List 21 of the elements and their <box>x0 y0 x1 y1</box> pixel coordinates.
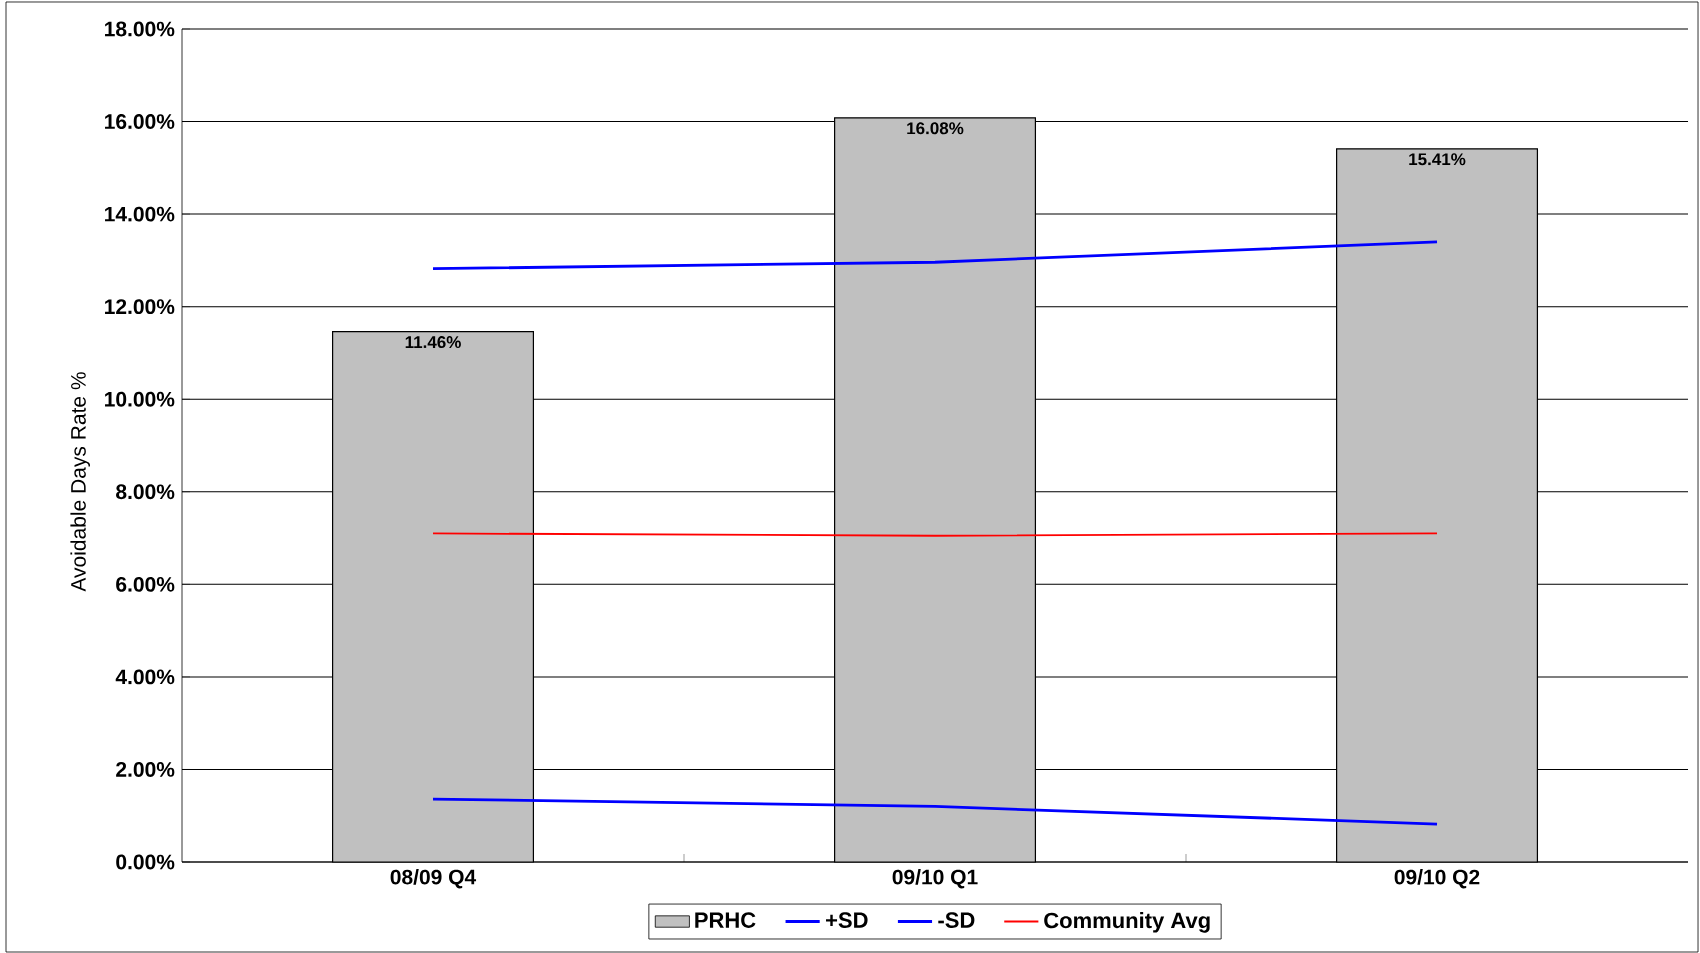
y-tick-label: 12.00% <box>105 299 175 315</box>
x-tick-label: 09/10 Q2 <box>1394 869 1480 889</box>
y-tick-label: 8.00% <box>116 484 175 500</box>
data-label: 16.08% <box>907 122 964 135</box>
y-axis-title: Avoidable Days Rate % <box>70 372 90 592</box>
legend-label: -SD <box>938 912 975 928</box>
y-tick-label: 14.00% <box>105 206 175 222</box>
legend-label: Community Avg <box>1044 912 1210 933</box>
x-tick-label: 09/10 Q1 <box>892 869 978 889</box>
data-label: 15.41% <box>1409 153 1466 166</box>
data-label: 11.46% <box>405 336 461 349</box>
y-tick-label: 2.00% <box>116 762 175 777</box>
y-tick-label: 6.00% <box>116 576 175 592</box>
legend-label: PRHC <box>695 912 756 928</box>
y-tick-label: 16.00% <box>105 114 175 129</box>
y-tick-label: 10.00% <box>105 391 175 407</box>
x-tick-label: 08/09 Q4 <box>390 869 477 889</box>
y-tick-label: 4.00% <box>115 669 175 685</box>
y-tick-label: 18.00% <box>105 21 175 37</box>
y-tick-label: 0.00% <box>116 854 175 870</box>
legend-label: +SD <box>826 912 868 928</box>
